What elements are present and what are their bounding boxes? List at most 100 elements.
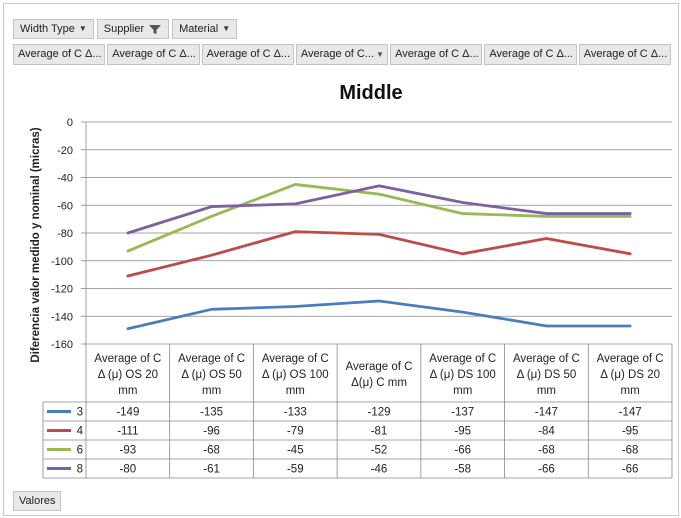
category-label: mm (537, 385, 556, 397)
category-label: Average of C (597, 353, 664, 365)
data-value: -68 (203, 445, 220, 457)
value-field-label: Average of C Δ... (583, 48, 668, 60)
dropdown-arrow-icon: ▼ (78, 24, 87, 33)
dropdown-arrow-icon: ▼ (669, 45, 670, 64)
value-field-label: Average of C Δ... (395, 48, 479, 60)
valores-button[interactable]: Valores (13, 491, 62, 511)
data-value: -52 (371, 445, 388, 457)
value-field-button[interactable]: Average of C... ▼ (295, 44, 389, 65)
category-label: Δ (μ) DS 100 (430, 369, 496, 381)
value-field-label: Average of C Δ... (112, 48, 196, 60)
dropdown-arrow-icon: ▼ (198, 45, 199, 64)
series-line-6 (126, 183, 632, 253)
y-tick-label: -20 (57, 145, 73, 157)
series-line-4 (126, 230, 632, 278)
legend-label: 3 (77, 407, 83, 419)
series-line-3 (126, 299, 632, 331)
data-value: -80 (120, 464, 137, 476)
data-value: -111 (117, 426, 138, 438)
filter-supplier-button[interactable]: Supplier (96, 19, 170, 39)
y-tick-label: -80 (57, 228, 73, 240)
data-value: -66 (538, 464, 555, 476)
value-field-button[interactable]: Average of C Δ...▼ (201, 44, 294, 65)
data-value: -135 (200, 407, 223, 419)
y-tick-label: -100 (51, 256, 73, 268)
y-tick-label: -140 (51, 311, 73, 323)
category-label: mm (621, 385, 640, 397)
data-value: -58 (454, 464, 471, 476)
data-value: -68 (538, 445, 555, 457)
dropdown-arrow-icon: ▼ (104, 45, 105, 64)
category-label: Average of C (513, 353, 580, 365)
category-label: Δ (μ) OS 20 (98, 369, 158, 381)
data-value: -68 (622, 445, 639, 457)
filter-label: Material (179, 23, 219, 35)
filter-bar: Width Type ▼ Supplier Material ▼ (13, 19, 238, 39)
category-label: mm (453, 385, 472, 397)
data-value: -61 (203, 464, 220, 476)
category-label: Average of C (94, 353, 161, 365)
y-tick-label: -160 (51, 339, 73, 351)
dropdown-arrow-icon: ▼ (481, 45, 482, 64)
category-label: Δ(μ) C mm (351, 377, 407, 389)
filter-icon (148, 23, 162, 35)
category-label: Δ (μ) OS 100 (262, 369, 329, 381)
category-label: mm (202, 385, 221, 397)
data-value: -66 (622, 464, 639, 476)
category-label: Δ (μ) DS 50 (517, 369, 577, 381)
category-label: Average of C (262, 353, 329, 365)
filter-label: Supplier (103, 23, 145, 35)
data-value: -147 (619, 407, 642, 419)
category-label: Δ (μ) OS 50 (181, 369, 241, 381)
value-field-label: Average of C Δ... (206, 48, 291, 60)
data-value: -81 (371, 426, 388, 438)
series-line-8 (126, 184, 632, 235)
data-value: -137 (451, 407, 474, 419)
data-value: -95 (622, 426, 639, 438)
dropdown-arrow-icon: ▼ (575, 45, 576, 64)
y-tick-label: 0 (67, 117, 73, 129)
y-tick-label: -60 (57, 200, 73, 212)
data-value: -46 (371, 464, 388, 476)
category-label: Average of C (429, 353, 496, 365)
data-value: -149 (116, 407, 139, 419)
data-value: -79 (287, 426, 304, 438)
legend-label: 4 (77, 426, 84, 438)
filter-label: Width Type (20, 23, 75, 35)
value-field-button[interactable]: Average of C Δ...▼ (578, 44, 671, 65)
legend-label: 8 (77, 464, 83, 476)
value-field-label: Average of C Δ... (489, 48, 573, 60)
data-value: -84 (538, 426, 555, 438)
value-field-bar: Average of C Δ...▼ Average of C Δ...▼ Av… (13, 44, 671, 65)
y-tick-label: -40 (57, 173, 73, 185)
category-label: mm (118, 385, 137, 397)
value-field-button[interactable]: Average of C Δ...▼ (13, 44, 106, 65)
data-value: -129 (367, 407, 390, 419)
data-value: -93 (120, 445, 137, 457)
y-axis-label: Diferencia valor medido y nominal (micra… (30, 127, 42, 362)
category-label: Average of C (346, 361, 413, 373)
filter-material-button[interactable]: Material ▼ (172, 19, 238, 39)
value-field-label: Average of C Δ... (18, 48, 102, 60)
category-label: mm (286, 385, 305, 397)
data-value: -133 (284, 407, 307, 419)
dropdown-arrow-icon: ▼ (376, 50, 384, 59)
value-field-button[interactable]: Average of C Δ...▼ (107, 44, 200, 65)
data-value: -95 (454, 426, 471, 438)
pivot-chart-frame (3, 3, 679, 516)
filter-width-type-button[interactable]: Width Type ▼ (13, 19, 94, 39)
category-label: Δ (μ) DS 20 (600, 369, 660, 381)
data-value: -96 (203, 426, 220, 438)
value-field-label: Average of C... (300, 48, 375, 60)
value-field-button[interactable]: Average of C Δ...▼ (390, 44, 483, 65)
y-tick-label: -120 (51, 284, 73, 296)
chart-title: Middle (339, 82, 402, 104)
value-field-button[interactable]: Average of C Δ...▼ (484, 44, 577, 65)
data-value: -66 (454, 445, 471, 457)
data-value: -45 (287, 445, 304, 457)
data-value: -59 (287, 464, 304, 476)
category-label: Average of C (178, 353, 245, 365)
dropdown-arrow-icon: ▼ (292, 45, 293, 64)
data-value: -147 (535, 407, 558, 419)
